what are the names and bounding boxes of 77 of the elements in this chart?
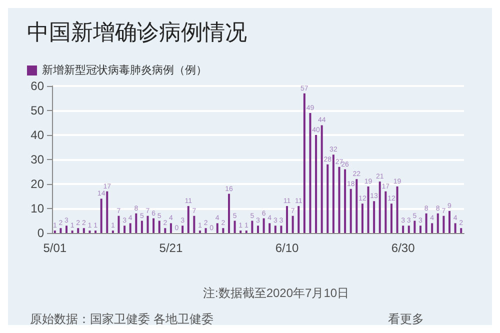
y-tick-label: 20 xyxy=(30,177,44,191)
bar xyxy=(298,206,300,233)
legend-label: 新增新型冠状病毒肺炎病例（例） xyxy=(42,64,207,76)
y-tick-label: 40 xyxy=(30,128,44,142)
text: 原始数据：国家卫健委 各地卫健委 xyxy=(30,312,214,326)
bar xyxy=(338,166,340,233)
bar xyxy=(408,226,410,233)
bar xyxy=(82,228,85,233)
x-tick-label: 5/01 xyxy=(43,241,67,255)
x-tick-label: 5/21 xyxy=(159,241,183,255)
bar xyxy=(402,226,404,233)
bar xyxy=(135,213,138,233)
bar xyxy=(315,135,318,233)
bar xyxy=(286,206,288,233)
bar xyxy=(454,223,456,233)
bar xyxy=(448,210,450,233)
bar xyxy=(419,226,422,233)
bar xyxy=(66,226,68,233)
bar xyxy=(274,226,276,233)
bar xyxy=(326,164,329,233)
bar xyxy=(378,182,381,233)
bar xyxy=(228,194,230,233)
bar xyxy=(414,220,416,233)
bar xyxy=(442,216,445,233)
bar xyxy=(251,220,254,233)
y-tick-label: 60 xyxy=(30,79,44,93)
bar xyxy=(396,186,398,233)
bar xyxy=(129,223,132,233)
bar xyxy=(280,226,282,233)
bar xyxy=(146,216,149,233)
bar xyxy=(350,188,352,233)
bar xyxy=(118,216,120,233)
bar xyxy=(332,154,334,233)
bar xyxy=(320,125,323,233)
bar xyxy=(436,213,439,233)
bar xyxy=(390,204,392,233)
y-tick-label: 0 xyxy=(37,226,44,240)
chart-title: 中国新增确诊病例情况 xyxy=(27,20,247,44)
x-tick-label: 6/10 xyxy=(275,241,300,255)
bar xyxy=(164,228,166,233)
bar xyxy=(344,169,346,233)
bar xyxy=(60,228,62,233)
bar xyxy=(268,223,271,233)
text: 看更多 xyxy=(388,312,424,326)
bar xyxy=(303,93,306,233)
text: 注:数据截至2020年7月10日 xyxy=(203,286,350,300)
bar xyxy=(425,213,428,233)
bar xyxy=(367,186,370,233)
bar xyxy=(182,226,184,233)
bar xyxy=(460,228,462,233)
bar xyxy=(170,223,172,233)
x-tick-label: 6/30 xyxy=(391,241,416,255)
bar xyxy=(309,112,312,233)
bar xyxy=(292,216,294,233)
y-tick-label: 50 xyxy=(30,104,44,118)
bar xyxy=(158,220,160,233)
bar xyxy=(77,228,80,233)
bar xyxy=(361,204,364,233)
bar xyxy=(222,228,224,233)
bar xyxy=(106,191,108,233)
bar xyxy=(373,201,376,233)
bar xyxy=(356,179,358,233)
bar xyxy=(193,216,196,233)
bar xyxy=(100,198,102,233)
bar xyxy=(257,226,259,233)
bar xyxy=(384,191,387,233)
bar xyxy=(152,218,155,233)
bar xyxy=(234,220,236,233)
bar xyxy=(204,228,207,233)
bar xyxy=(140,220,143,233)
bar xyxy=(216,223,218,233)
bar xyxy=(262,218,265,233)
y-tick-label: 10 xyxy=(30,202,44,216)
bar xyxy=(431,223,434,233)
y-tick-label: 30 xyxy=(30,152,44,166)
bar xyxy=(187,206,190,233)
bar xyxy=(124,226,126,233)
